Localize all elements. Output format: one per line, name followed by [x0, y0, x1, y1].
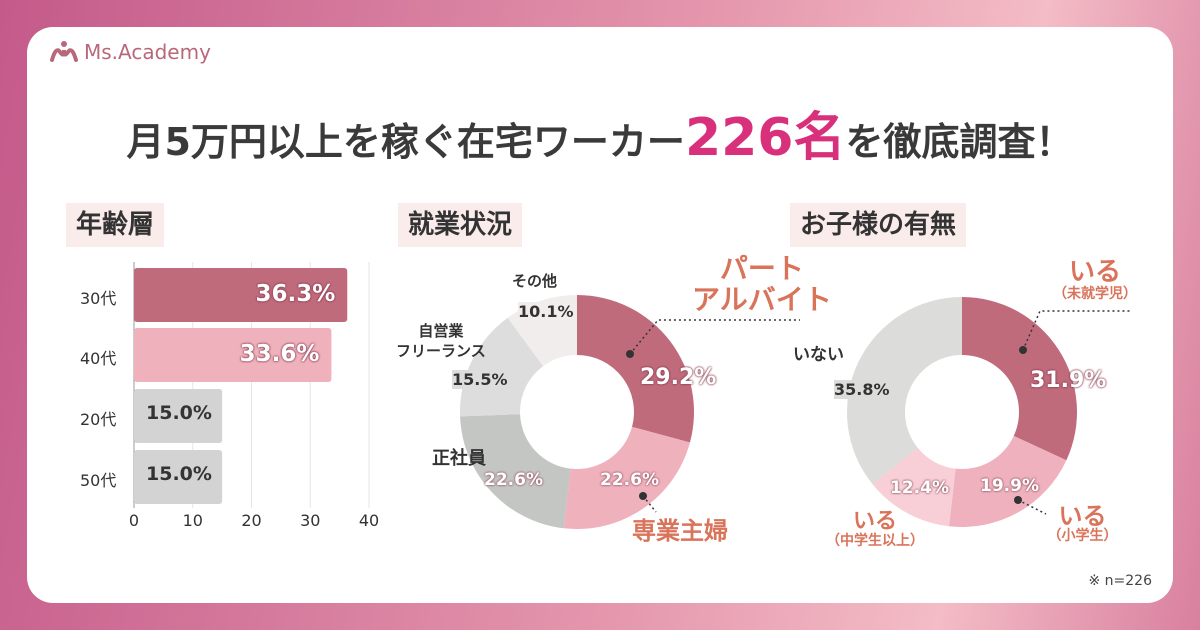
- brand-logo: Ms.Academy: [50, 40, 211, 64]
- title-suffix: を徹底調査！: [845, 120, 1074, 164]
- label-preschool-sub: （未就学児）: [1053, 285, 1137, 302]
- label-elementary-main: いる: [1058, 502, 1107, 530]
- pct-junior-high: 12.4%: [890, 478, 949, 498]
- bar-30代: [134, 268, 348, 322]
- title-highlight: 226名: [684, 108, 846, 168]
- leader-line: [642, 495, 657, 513]
- section-children: お子様の有無: [790, 203, 967, 247]
- label-self-employed: 自営業 フリーランス: [396, 322, 486, 360]
- section-age: 年齢層: [66, 203, 165, 247]
- leader-dot: [1019, 346, 1027, 354]
- label-junior-high-sub: （中学生以上）: [826, 533, 924, 550]
- children-slice-3: [846, 297, 962, 485]
- children-slice-0: [962, 297, 1077, 461]
- pct-self-employed: 15.5%: [452, 370, 508, 389]
- label-junior-high: いる （中学生以上）: [810, 509, 940, 550]
- employment-slice-2: [460, 414, 571, 529]
- title-prefix: 月5万円以上を稼ぐ在宅ワーカー: [126, 120, 685, 164]
- leader-dot: [626, 350, 634, 358]
- x-tick-label: 20: [241, 511, 262, 530]
- x-tick-label: 40: [358, 511, 380, 530]
- logo-people-icon: [50, 41, 78, 62]
- x-tick-label: 0: [128, 511, 140, 530]
- pct-elementary: 19.9%: [980, 476, 1039, 496]
- logo-text: Ms.Academy: [84, 40, 211, 64]
- label-junior-high-main: いる: [852, 509, 897, 534]
- label-elementary: いる （小学生）: [1040, 503, 1125, 545]
- employment-slice-3: [460, 317, 544, 417]
- pct-part-time: 29.2%: [640, 365, 717, 390]
- bar-50代: [134, 450, 223, 504]
- label-housewife: 専業主婦: [632, 517, 728, 545]
- category-label: 40代: [80, 349, 117, 368]
- bar-value-label: 15.0%: [146, 463, 212, 485]
- label-preschool-main: いる: [1068, 257, 1121, 287]
- bar-value-label: 33.6%: [239, 341, 320, 367]
- pct-other: 10.1%: [518, 302, 574, 321]
- leader-dot: [1014, 496, 1022, 504]
- pct-housewife: 22.6%: [600, 470, 659, 490]
- bar-value-label: 36.3%: [255, 281, 336, 307]
- pct-fulltime: 22.6%: [484, 470, 543, 490]
- children-slice-2: [872, 447, 956, 527]
- leader-line: [1017, 499, 1047, 515]
- category-label: 30代: [80, 289, 117, 308]
- pct-no-children: 35.8%: [834, 380, 890, 399]
- label-part-time: パート アルバイト: [692, 252, 832, 316]
- bar-value-label: 15.0%: [146, 402, 212, 424]
- bar-40代: [134, 328, 332, 382]
- employment-slice-0: [577, 295, 694, 443]
- bar-20代: [134, 389, 223, 443]
- category-label: 20代: [80, 410, 117, 429]
- label-other: その他: [512, 272, 558, 290]
- x-tick-label: 30: [300, 511, 321, 530]
- leader-dot: [639, 492, 647, 500]
- x-tick-label: 10: [182, 511, 203, 530]
- label-preschool: いる （未就学児）: [1040, 258, 1150, 302]
- page-title: 月5万円以上を稼ぐ在宅ワーカー226名を徹底調査！: [0, 95, 1200, 170]
- label-no-children: いない: [793, 345, 844, 365]
- section-employment: 就業状況: [398, 203, 523, 247]
- pct-preschool: 31.9%: [1030, 368, 1107, 393]
- children-slice-1: [949, 435, 1067, 527]
- sample-size-note: ※ n=226: [1088, 573, 1152, 589]
- label-elementary-sub: （小学生）: [1047, 528, 1118, 545]
- label-fulltime: 正社員: [432, 448, 486, 469]
- category-label: 50代: [80, 471, 117, 490]
- employment-slice-1: [563, 426, 690, 529]
